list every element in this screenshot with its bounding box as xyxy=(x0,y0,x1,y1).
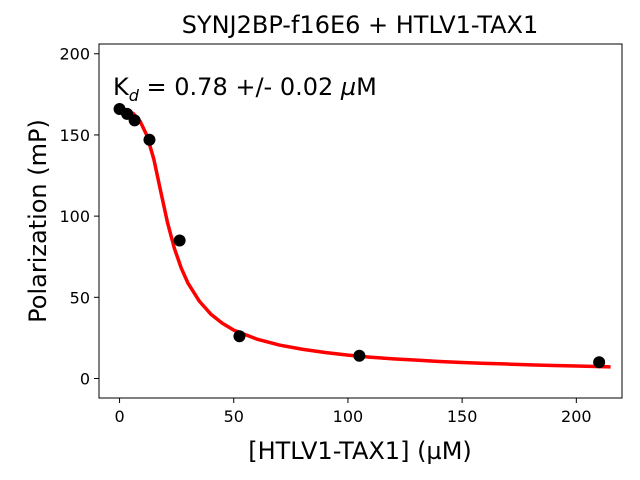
x-tick-label: 100 xyxy=(333,407,364,426)
data-point xyxy=(173,234,186,247)
fit-curve xyxy=(119,107,611,369)
data-point xyxy=(233,330,246,343)
y-tick-label: 200 xyxy=(59,45,90,64)
x-tick-label: 150 xyxy=(447,407,478,426)
data-point xyxy=(143,133,156,146)
x-tick-label: 200 xyxy=(561,407,592,426)
x-axis: 0 50 100 150 200 xyxy=(114,398,592,426)
kd-mu: µ xyxy=(340,73,356,101)
plot-frame xyxy=(98,43,623,399)
y-tick-label: 50 xyxy=(70,288,90,307)
data-points-layer xyxy=(113,102,606,369)
kd-value: = 0.78 +/- 0.02 xyxy=(139,73,341,101)
data-point xyxy=(593,356,606,369)
x-axis-label: [HTLV1-TAX1] (µM) xyxy=(248,437,472,465)
chart-title: SYNJ2BP-f16E6 + HTLV1-TAX1 xyxy=(182,11,539,39)
kd-annotation: Kd = 0.78 +/- 0.02 µM xyxy=(113,73,377,105)
fit-curve-layer xyxy=(119,107,611,369)
y-axis: 0 50 100 150 200 xyxy=(59,45,99,389)
kd-k: K xyxy=(113,73,130,101)
y-tick-label: 150 xyxy=(59,126,90,145)
x-tick-label: 0 xyxy=(114,407,124,426)
y-axis-label: Polarization (mP) xyxy=(24,119,52,323)
data-point xyxy=(353,349,366,362)
y-tick-label: 0 xyxy=(80,370,90,389)
kd-subscript: d xyxy=(129,86,140,105)
data-point xyxy=(128,114,141,127)
kd-unit: M xyxy=(356,73,377,101)
y-tick-label: 100 xyxy=(59,207,90,226)
x-tick-label: 50 xyxy=(224,407,244,426)
